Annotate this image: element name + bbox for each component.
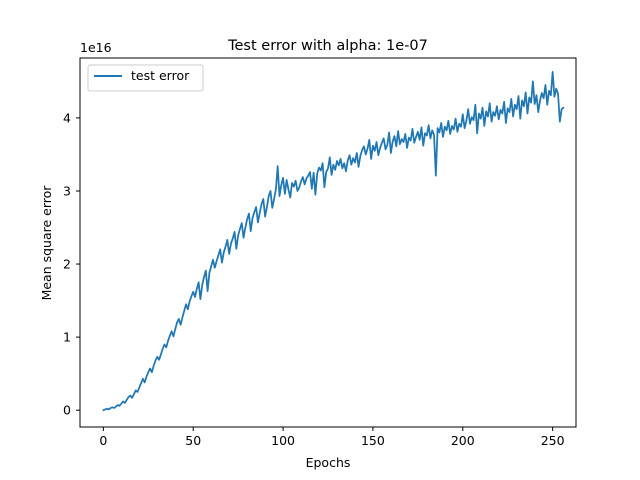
x-tick-label: 100: [271, 433, 295, 448]
x-tick-label: 250: [541, 433, 565, 448]
x-tick-label: 50: [185, 433, 201, 448]
series-line-test-error: [102, 71, 565, 412]
y-tick-label: 0: [63, 403, 71, 418]
x-tick-label: 200: [451, 433, 475, 448]
plot-frame: [79, 57, 577, 428]
legend-box: [87, 64, 204, 92]
y-axis-label: Mean square error: [39, 185, 54, 301]
series-layer: [102, 71, 565, 412]
y-offset-label: 1e16: [80, 40, 112, 55]
y-tick-label: 3: [63, 183, 71, 198]
y-tick-label: 1: [63, 330, 71, 345]
chart-title: Test error with alpha: 1e-07: [227, 38, 428, 54]
x-tick-label: 0: [99, 433, 107, 448]
x-axis-label: Epochs: [306, 455, 351, 470]
x-tick-label: 150: [361, 433, 385, 448]
legend-label: test error: [131, 68, 190, 83]
y-tick-label: 4: [63, 110, 71, 125]
plot-area-background: [80, 58, 576, 427]
legend: test error: [87, 64, 204, 92]
y-tick-label: 2: [63, 257, 71, 272]
tick-layer: 0 50 100 150 200 250 0 1 2 3 4: [63, 110, 565, 448]
